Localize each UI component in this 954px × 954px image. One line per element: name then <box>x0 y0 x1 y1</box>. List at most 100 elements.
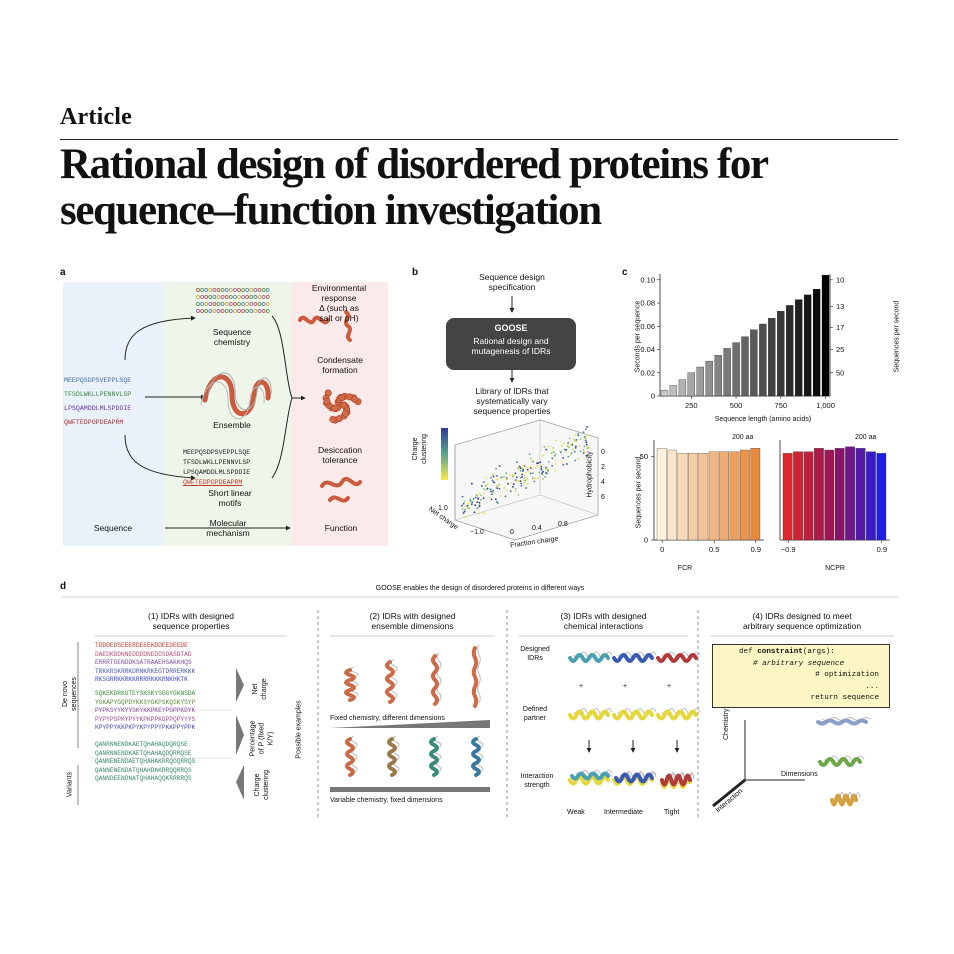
weak-label: Weak <box>567 809 585 816</box>
x-tick-label: 250 <box>685 401 698 410</box>
scatter-point <box>478 492 481 495</box>
bar <box>708 451 719 541</box>
variable-chemistry-label: Variable chemistry, fixed dimensions <box>330 797 443 804</box>
chem-dot <box>212 295 217 299</box>
scatter-point <box>517 466 520 469</box>
designed-idrs-label: Designed IDRs <box>520 646 550 662</box>
chem-dot <box>233 309 237 313</box>
scatter-point <box>517 468 520 471</box>
scatter-point <box>552 447 554 450</box>
x-tick-label: 750 <box>775 401 788 410</box>
scatter-point <box>523 474 526 477</box>
chem-dot <box>233 295 237 299</box>
protein <box>471 737 481 777</box>
seq-row: QANNDEENDNATQHAHAQQKRRRRQS <box>95 775 192 783</box>
designed-idr <box>656 653 698 663</box>
scatter-point <box>509 490 512 492</box>
scatter-point <box>498 465 501 467</box>
scatter-point <box>490 490 492 493</box>
scatter-point <box>472 497 475 500</box>
complex-idr <box>614 772 654 784</box>
scatter-point <box>554 470 557 472</box>
chem-dot <box>204 302 209 306</box>
top-ylabel-left: Seconds per sequence <box>634 300 642 373</box>
chem-dot <box>261 288 266 292</box>
condensate-label: Condensate formation <box>317 355 363 375</box>
chem-dot <box>249 295 254 299</box>
bottom-ylabel: Sequences per second <box>635 456 643 529</box>
bar <box>803 294 812 397</box>
scatter-point <box>494 498 497 501</box>
scatter-point <box>553 454 556 457</box>
scatter-point <box>504 495 507 498</box>
scatter-point <box>485 476 487 479</box>
bar <box>855 448 866 541</box>
scatter-point <box>565 449 568 451</box>
chem-dot <box>200 309 204 313</box>
interaction-strength-label: Interaction strength <box>520 773 554 789</box>
seq-row: QANNENENDAETQHAHAKRRQDQRRQS <box>95 758 196 766</box>
code-comment: # optimization <box>815 671 879 679</box>
scatter-point <box>579 450 582 453</box>
seq-row: YSKAPYGQPDYKKSYGKPSKQSKYSYP <box>95 698 196 706</box>
scatter-point <box>533 477 535 480</box>
designed-idr <box>612 653 654 663</box>
chem-dot <box>233 302 237 306</box>
chem-dot <box>245 309 250 313</box>
scatter-point <box>571 443 574 446</box>
chem-dot <box>224 302 229 306</box>
net-tick: −1.0 <box>470 529 484 536</box>
bar <box>667 449 677 541</box>
top-xlabel: Sequence length (amino acids) <box>714 416 812 423</box>
chem-dot <box>261 302 266 306</box>
panel-b-letter: b <box>412 267 419 278</box>
plus-sign: + <box>667 683 672 690</box>
scatter-point <box>547 445 550 448</box>
scatter-point <box>551 464 554 467</box>
library-label: Library of IDRs that systematically vary… <box>473 386 551 416</box>
bar <box>741 336 749 397</box>
condensate-chain <box>324 389 332 397</box>
bar <box>777 311 785 397</box>
plus-sign: + <box>579 683 584 690</box>
scatter-point <box>555 439 557 442</box>
title-line-1: Rational design of disordered proteins f… <box>60 141 769 188</box>
scatter-point <box>483 492 485 494</box>
tick: 6 <box>601 494 605 501</box>
scatter-point <box>574 434 577 437</box>
scatter-point <box>585 454 588 457</box>
scatter-point <box>495 475 498 477</box>
seq-chemistry-label: Sequence chemistry <box>212 327 252 347</box>
scatter-point <box>582 452 585 454</box>
scatter-point <box>468 507 471 509</box>
chem-dot <box>204 309 209 313</box>
sub1-title: (1) IDRs with designed sequence properti… <box>148 611 234 631</box>
bar <box>834 448 845 541</box>
scatter-point <box>541 473 544 476</box>
chem-dot <box>212 288 217 292</box>
scatter-point <box>530 459 533 462</box>
scatter-point <box>495 467 497 470</box>
complex-idr <box>660 773 692 787</box>
dimensions-axis-label: Dimensions <box>781 771 818 778</box>
fcr-aa-note: 200 aa <box>732 434 754 441</box>
chem-dot <box>224 309 229 313</box>
protein <box>431 654 439 706</box>
sequence-line: TFSDLWKLLPENNVLSP <box>64 391 132 398</box>
chem-dot <box>216 302 221 306</box>
scatter-point <box>461 504 463 507</box>
scatter-point <box>514 488 517 490</box>
plus-sign: + <box>623 683 628 690</box>
bar <box>732 342 740 397</box>
scatter-point <box>476 507 479 509</box>
seq-row: PYPYPSPKYPYYKPKPPKGPPQPYYYS <box>95 715 196 723</box>
partner <box>656 709 698 721</box>
chem-dot <box>228 309 233 313</box>
scatter-point <box>563 442 565 445</box>
intermediate-label: Intermediate <box>604 809 643 816</box>
tick: 2 <box>601 464 605 471</box>
scatter-point <box>546 472 548 475</box>
y2-tick-label: 17 <box>836 323 844 332</box>
chem-dot <box>241 295 245 299</box>
scatter-point <box>573 439 576 442</box>
